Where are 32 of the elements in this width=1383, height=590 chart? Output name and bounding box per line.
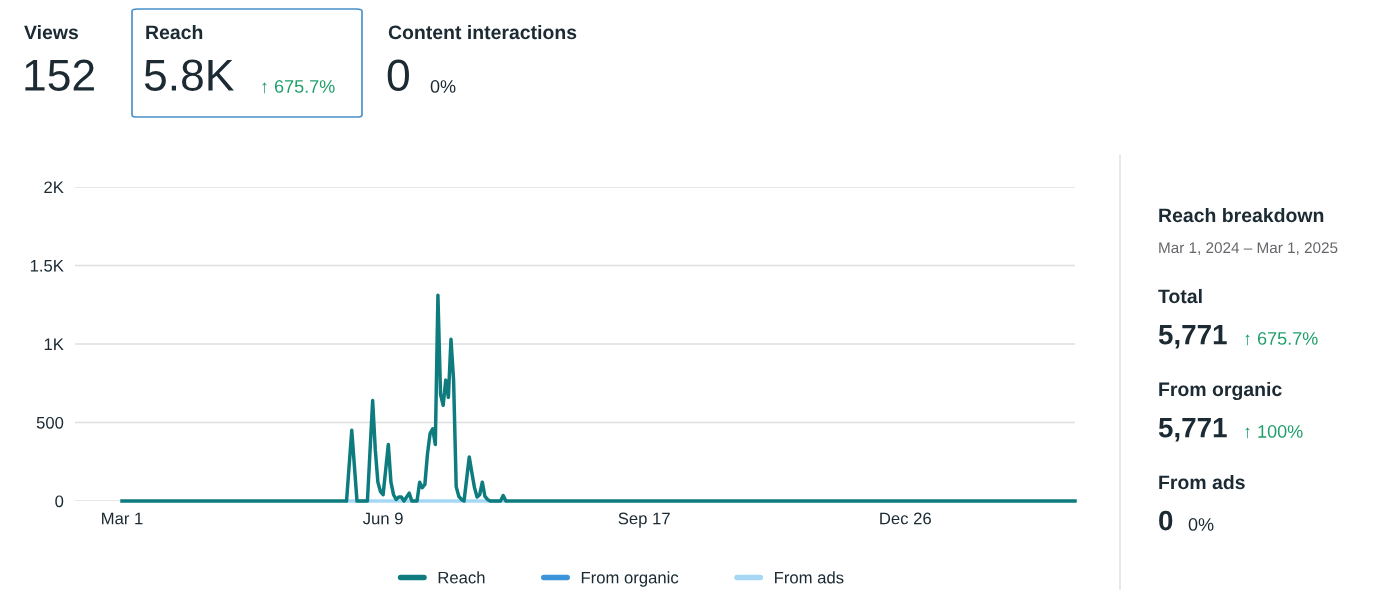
- text: Reach: [146, 24, 203, 40]
- text: 0%: [1188, 518, 1214, 531]
- text: 0%: [430, 80, 456, 93]
- line-series: [120, 293, 1077, 503]
- legend-label: From ads: [775, 571, 844, 584]
- legend-label: Reach: [438, 571, 485, 584]
- x-tick-label: Dec 26: [880, 512, 931, 525]
- x-tick-label: Sep 17: [618, 512, 670, 528]
- text: ↑ 675.7%: [1245, 332, 1318, 346]
- text: From organic: [1159, 381, 1282, 401]
- text: 0: [387, 59, 409, 91]
- y-tick-label: 1.5K: [30, 260, 64, 272]
- text: ↑ 100%: [1245, 425, 1303, 439]
- x-tick-label: Jun 9: [362, 512, 403, 525]
- text: Views: [24, 24, 78, 40]
- x-tick-label: Mar 1: [102, 512, 143, 525]
- text: Total: [1158, 288, 1202, 304]
- text: 152: [25, 59, 94, 91]
- text: Reach breakdown: [1159, 207, 1324, 223]
- y-tick-label: 1K: [44, 338, 64, 351]
- y-tick-label: 500: [36, 416, 64, 429]
- text: 0: [1159, 510, 1173, 531]
- text: ↑ 675.7%: [262, 80, 335, 94]
- y-tick-label: 0: [55, 495, 64, 508]
- text: 5,771: [1158, 325, 1227, 349]
- legend-label: From organic: [581, 571, 679, 587]
- text: 5,771: [1158, 418, 1227, 442]
- text: Content interactions: [388, 24, 577, 40]
- text: 5.8K: [144, 59, 234, 91]
- text: Mar 1, 2024 – Mar 1, 2025: [1159, 242, 1338, 255]
- text: From ads: [1159, 474, 1245, 490]
- y-tick-label: 2K: [44, 181, 64, 194]
